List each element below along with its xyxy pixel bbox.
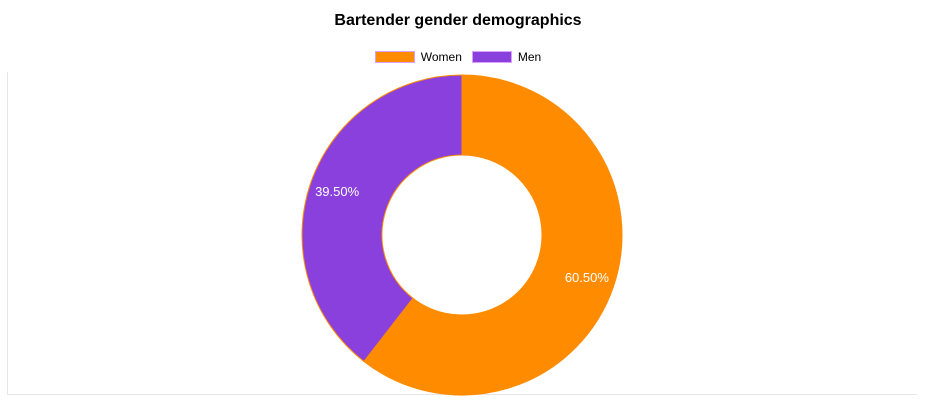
legend-item-men[interactable]: Men	[471, 50, 542, 64]
legend: Women Men	[0, 50, 916, 64]
legend-item-women[interactable]: Women	[374, 50, 462, 64]
legend-label-women: Women	[420, 50, 462, 64]
chart-title: Bartender gender demographics	[334, 12, 582, 29]
legend-swatch-men	[471, 51, 512, 63]
slice-label-women: 60.50%	[565, 270, 610, 285]
slice-women[interactable]	[363, 74, 623, 396]
slice-label-men: 39.50%	[315, 184, 360, 199]
slice-men[interactable]	[301, 74, 463, 363]
legend-swatch-women	[374, 51, 415, 63]
legend-label-men: Men	[517, 50, 542, 64]
